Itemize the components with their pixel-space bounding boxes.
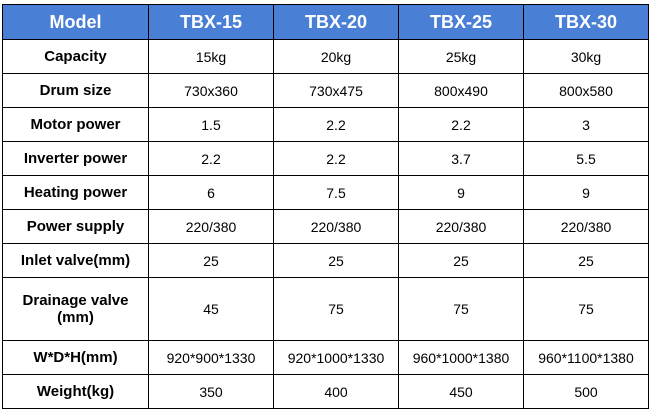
row-header-text: Drainage valve (mm)	[22, 292, 129, 326]
row-header-cell: Drainage valve (mm)	[2, 277, 149, 341]
header-cell: TBX-30	[523, 4, 649, 40]
value-cell: 2.2	[148, 141, 274, 176]
value-cell: 30kg	[523, 39, 649, 74]
value-cell: 960*1100*1380	[523, 340, 649, 375]
row-header-text: Heating power	[23, 184, 128, 201]
table-row: Weight(kg) 350 400 450 500	[2, 374, 649, 409]
table-row: W*D*H(mm) 920*900*1330 920*1000*1330 960*10…	[2, 340, 649, 375]
value-cell: 800x490	[398, 73, 524, 108]
table-row: Inlet valve(mm) 25 25 25 25	[2, 243, 649, 278]
value-cell: 220/380	[273, 209, 399, 244]
value-cell: 9	[398, 175, 524, 210]
row-header-cell: Motor power	[2, 107, 149, 142]
value-cell: 75	[523, 277, 649, 341]
value-cell: 75	[273, 277, 399, 341]
value-cell: 220/380	[398, 209, 524, 244]
value-cell: 5.5	[523, 141, 649, 176]
value-cell: 9	[523, 175, 649, 210]
value-cell: 500	[523, 374, 649, 409]
value-cell: 800x580	[523, 73, 649, 108]
value-cell: 2.2	[273, 141, 399, 176]
row-header-text: Weight(kg)	[36, 383, 115, 400]
header-cell: TBX-25	[398, 4, 524, 40]
value-cell: 350	[148, 374, 274, 409]
table-row: Drum size 730x360 730x475 800x490 800x580	[2, 73, 649, 108]
row-header-cell: W*D*H(mm)	[2, 340, 149, 375]
value-cell: 450	[398, 374, 524, 409]
table-row: Motor power 1.5 2.2 2.2 3	[2, 107, 649, 142]
value-cell: 400	[273, 374, 399, 409]
table-row: Heating power 6 7.5 9 9	[2, 175, 649, 210]
value-cell: 45	[148, 277, 274, 341]
row-header-cell: Heating power	[2, 175, 149, 210]
value-cell: 220/380	[148, 209, 274, 244]
row-header-text: Inlet valve(mm)	[20, 252, 131, 269]
header-row: Model TBX-15 TBX-20 TBX-25 TBX-30	[2, 4, 649, 40]
value-cell: 25	[273, 243, 399, 278]
header-cell: TBX-20	[273, 4, 399, 40]
value-cell: 25	[398, 243, 524, 278]
value-cell: 20kg	[273, 39, 399, 74]
row-header-text: Capacity	[44, 48, 107, 65]
row-header-text: Drum size	[39, 82, 112, 99]
value-cell: 730x360	[148, 73, 274, 108]
row-header-cell: Inverter power	[2, 141, 149, 176]
value-cell: 2.2	[398, 107, 524, 142]
value-cell: 1.5	[148, 107, 274, 142]
value-cell: 75	[398, 277, 524, 341]
value-cell: 920*900*1330	[148, 340, 274, 375]
value-cell: 730x475	[273, 73, 399, 108]
header-cell: Model	[2, 4, 149, 40]
value-cell: 2.2	[273, 107, 399, 142]
value-cell: 25	[523, 243, 649, 278]
table-body: Capacity 15kg 20kg 25kg 30kg Drum size 730x360…	[2, 39, 649, 409]
value-cell: 7.5	[273, 175, 399, 210]
value-cell: 25kg	[398, 39, 524, 74]
table-row: Power supply 220/380 220/380 220/380 220/380	[2, 209, 649, 244]
row-header-text: W*D*H(mm)	[33, 349, 118, 366]
row-header-text: Motor power	[30, 116, 121, 133]
header-cell: TBX-15	[148, 4, 274, 40]
value-cell: 220/380	[523, 209, 649, 244]
row-header-text: Power supply	[26, 218, 125, 235]
value-cell: 6	[148, 175, 274, 210]
row-header-cell: Weight(kg)	[2, 374, 149, 409]
row-header-cell: Inlet valve(mm)	[2, 243, 149, 278]
table-row: Inverter power 2.2 2.2 3.7 5.5	[2, 141, 649, 176]
row-header-cell: Power supply	[2, 209, 149, 244]
row-header-text: Inverter power	[23, 150, 128, 167]
table-row: Drainage valve (mm) 45 75 75 75	[2, 277, 649, 341]
row-header-cell: Drum size	[2, 73, 149, 108]
value-cell: 920*1000*1330	[273, 340, 399, 375]
table-row: Capacity 15kg 20kg 25kg 30kg	[2, 39, 649, 74]
value-cell: 15kg	[148, 39, 274, 74]
row-header-cell: Capacity	[2, 39, 149, 74]
value-cell: 3	[523, 107, 649, 142]
spec-table: Model TBX-15 TBX-20 TBX-25 TBX-30 Capacity 15…	[2, 4, 649, 409]
value-cell: 960*1000*1380	[398, 340, 524, 375]
value-cell: 25	[148, 243, 274, 278]
value-cell: 3.7	[398, 141, 524, 176]
